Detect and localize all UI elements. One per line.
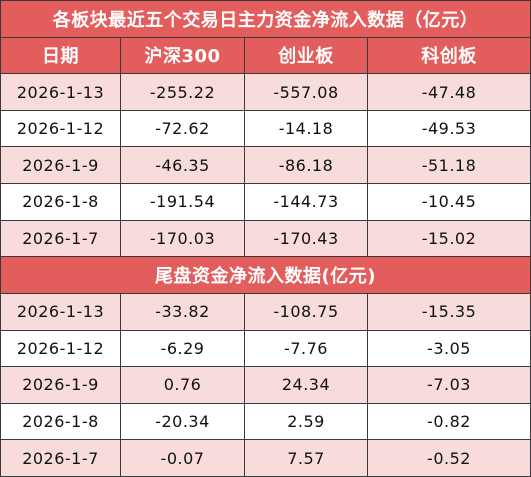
value-cell: 2.59 (245, 403, 367, 440)
date-cell: 2026-1-7 (1, 220, 120, 257)
value-cell: -46.35 (121, 147, 244, 184)
value-cell: -3.05 (368, 330, 530, 367)
section-title: 尾盘资金净流入数据(亿元) (1, 257, 530, 293)
value-cell: 0.76 (121, 367, 244, 403)
date-cell: 2026-1-9 (1, 367, 120, 403)
value-cell: -170.03 (121, 220, 244, 257)
date-cell: 2026-1-12 (1, 330, 120, 367)
value-cell: -255.22 (121, 74, 244, 110)
value-cell: -86.18 (245, 147, 367, 184)
table-title: 各板块最近五个交易日主力资金净流入数据（亿元） (1, 1, 530, 37)
column-header: 日期 (1, 37, 120, 74)
date-cell: 2026-1-8 (1, 403, 120, 440)
value-cell: -0.82 (368, 403, 530, 440)
value-cell: 24.34 (245, 367, 367, 403)
value-cell: -144.73 (245, 184, 367, 220)
value-cell: -557.08 (245, 74, 367, 110)
value-cell: -49.53 (368, 110, 530, 147)
date-cell: 2026-1-8 (1, 184, 120, 220)
date-cell: 2026-1-9 (1, 147, 120, 184)
value-cell: -10.45 (368, 184, 530, 220)
value-cell: -7.03 (368, 367, 530, 403)
value-cell: -51.18 (368, 147, 530, 184)
value-cell: -14.18 (245, 110, 367, 147)
value-cell: -0.07 (121, 440, 244, 476)
date-cell: 2026-1-7 (1, 440, 120, 476)
date-cell: 2026-1-12 (1, 110, 120, 147)
value-cell: -15.35 (368, 293, 530, 330)
value-cell: 7.57 (245, 440, 367, 476)
value-cell: -0.52 (368, 440, 530, 476)
value-cell: -15.02 (368, 220, 530, 257)
value-cell: -108.75 (245, 293, 367, 330)
value-cell: -7.76 (245, 330, 367, 367)
value-cell: -191.54 (121, 184, 244, 220)
column-header: 创业板 (245, 37, 367, 74)
value-cell: -47.48 (368, 74, 530, 110)
date-cell: 2026-1-13 (1, 74, 120, 110)
value-cell: -72.62 (121, 110, 244, 147)
column-header: 沪深300 (121, 37, 244, 74)
value-cell: -170.43 (245, 220, 367, 257)
value-cell: -6.29 (121, 330, 244, 367)
column-header: 科创板 (368, 37, 530, 74)
value-cell: -33.82 (121, 293, 244, 330)
value-cell: -20.34 (121, 403, 244, 440)
date-cell: 2026-1-13 (1, 293, 120, 330)
